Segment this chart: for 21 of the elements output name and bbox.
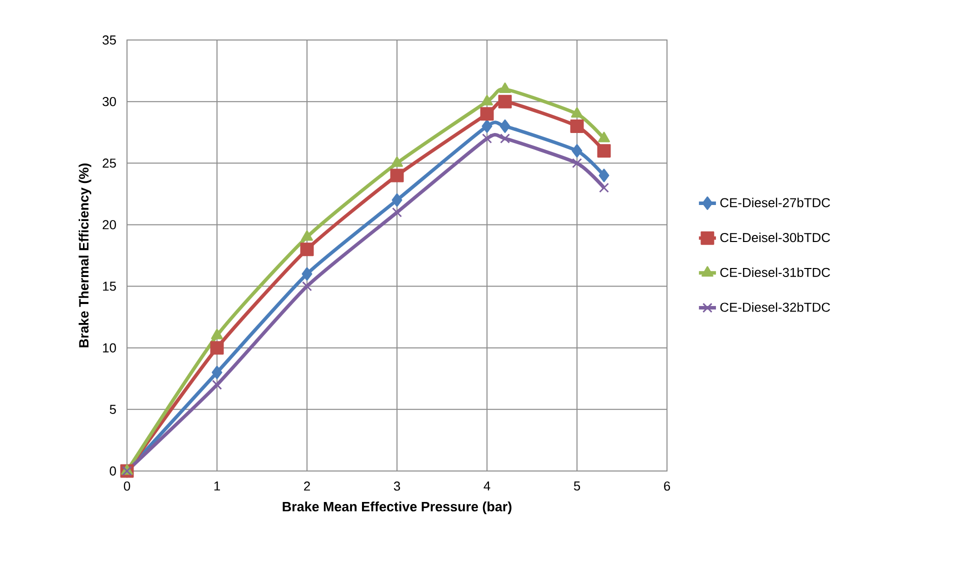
x-tick-label: 6 [664, 482, 670, 491]
x-tick-label: 0 [124, 482, 130, 491]
y-tick-label: 35 [102, 35, 116, 45]
y-tick-label: 15 [103, 282, 116, 291]
x-tick-label: 2 [304, 482, 310, 491]
legend-label: CE-Diesel-32bTDC [720, 302, 830, 312]
y-tick-label: 20 [102, 220, 116, 230]
legend-label: CE-Diesel-31bTDC [720, 267, 830, 277]
x-tick-label: 5 [574, 482, 580, 491]
x-tick-label: 4 [484, 482, 490, 490]
y-tick-label: 10 [103, 343, 116, 352]
x-axis-title: Brake Mean Effective Pressure (bar) [282, 502, 512, 514]
legend-label: CE-Deisel-30bTDC [720, 232, 830, 242]
y-tick-label: 25 [102, 158, 116, 168]
x-tick-label: 3 [394, 482, 400, 491]
y-axis-title: Brake Thermal Efficiency (%) [78, 164, 92, 348]
legend-label: CE-Diesel-27bTDC [720, 198, 830, 208]
y-tick-label: 30 [102, 96, 116, 106]
y-tick-label: 0 [110, 466, 116, 476]
y-tick-label: 5 [110, 404, 116, 414]
x-tick-label: 1 [214, 482, 220, 490]
